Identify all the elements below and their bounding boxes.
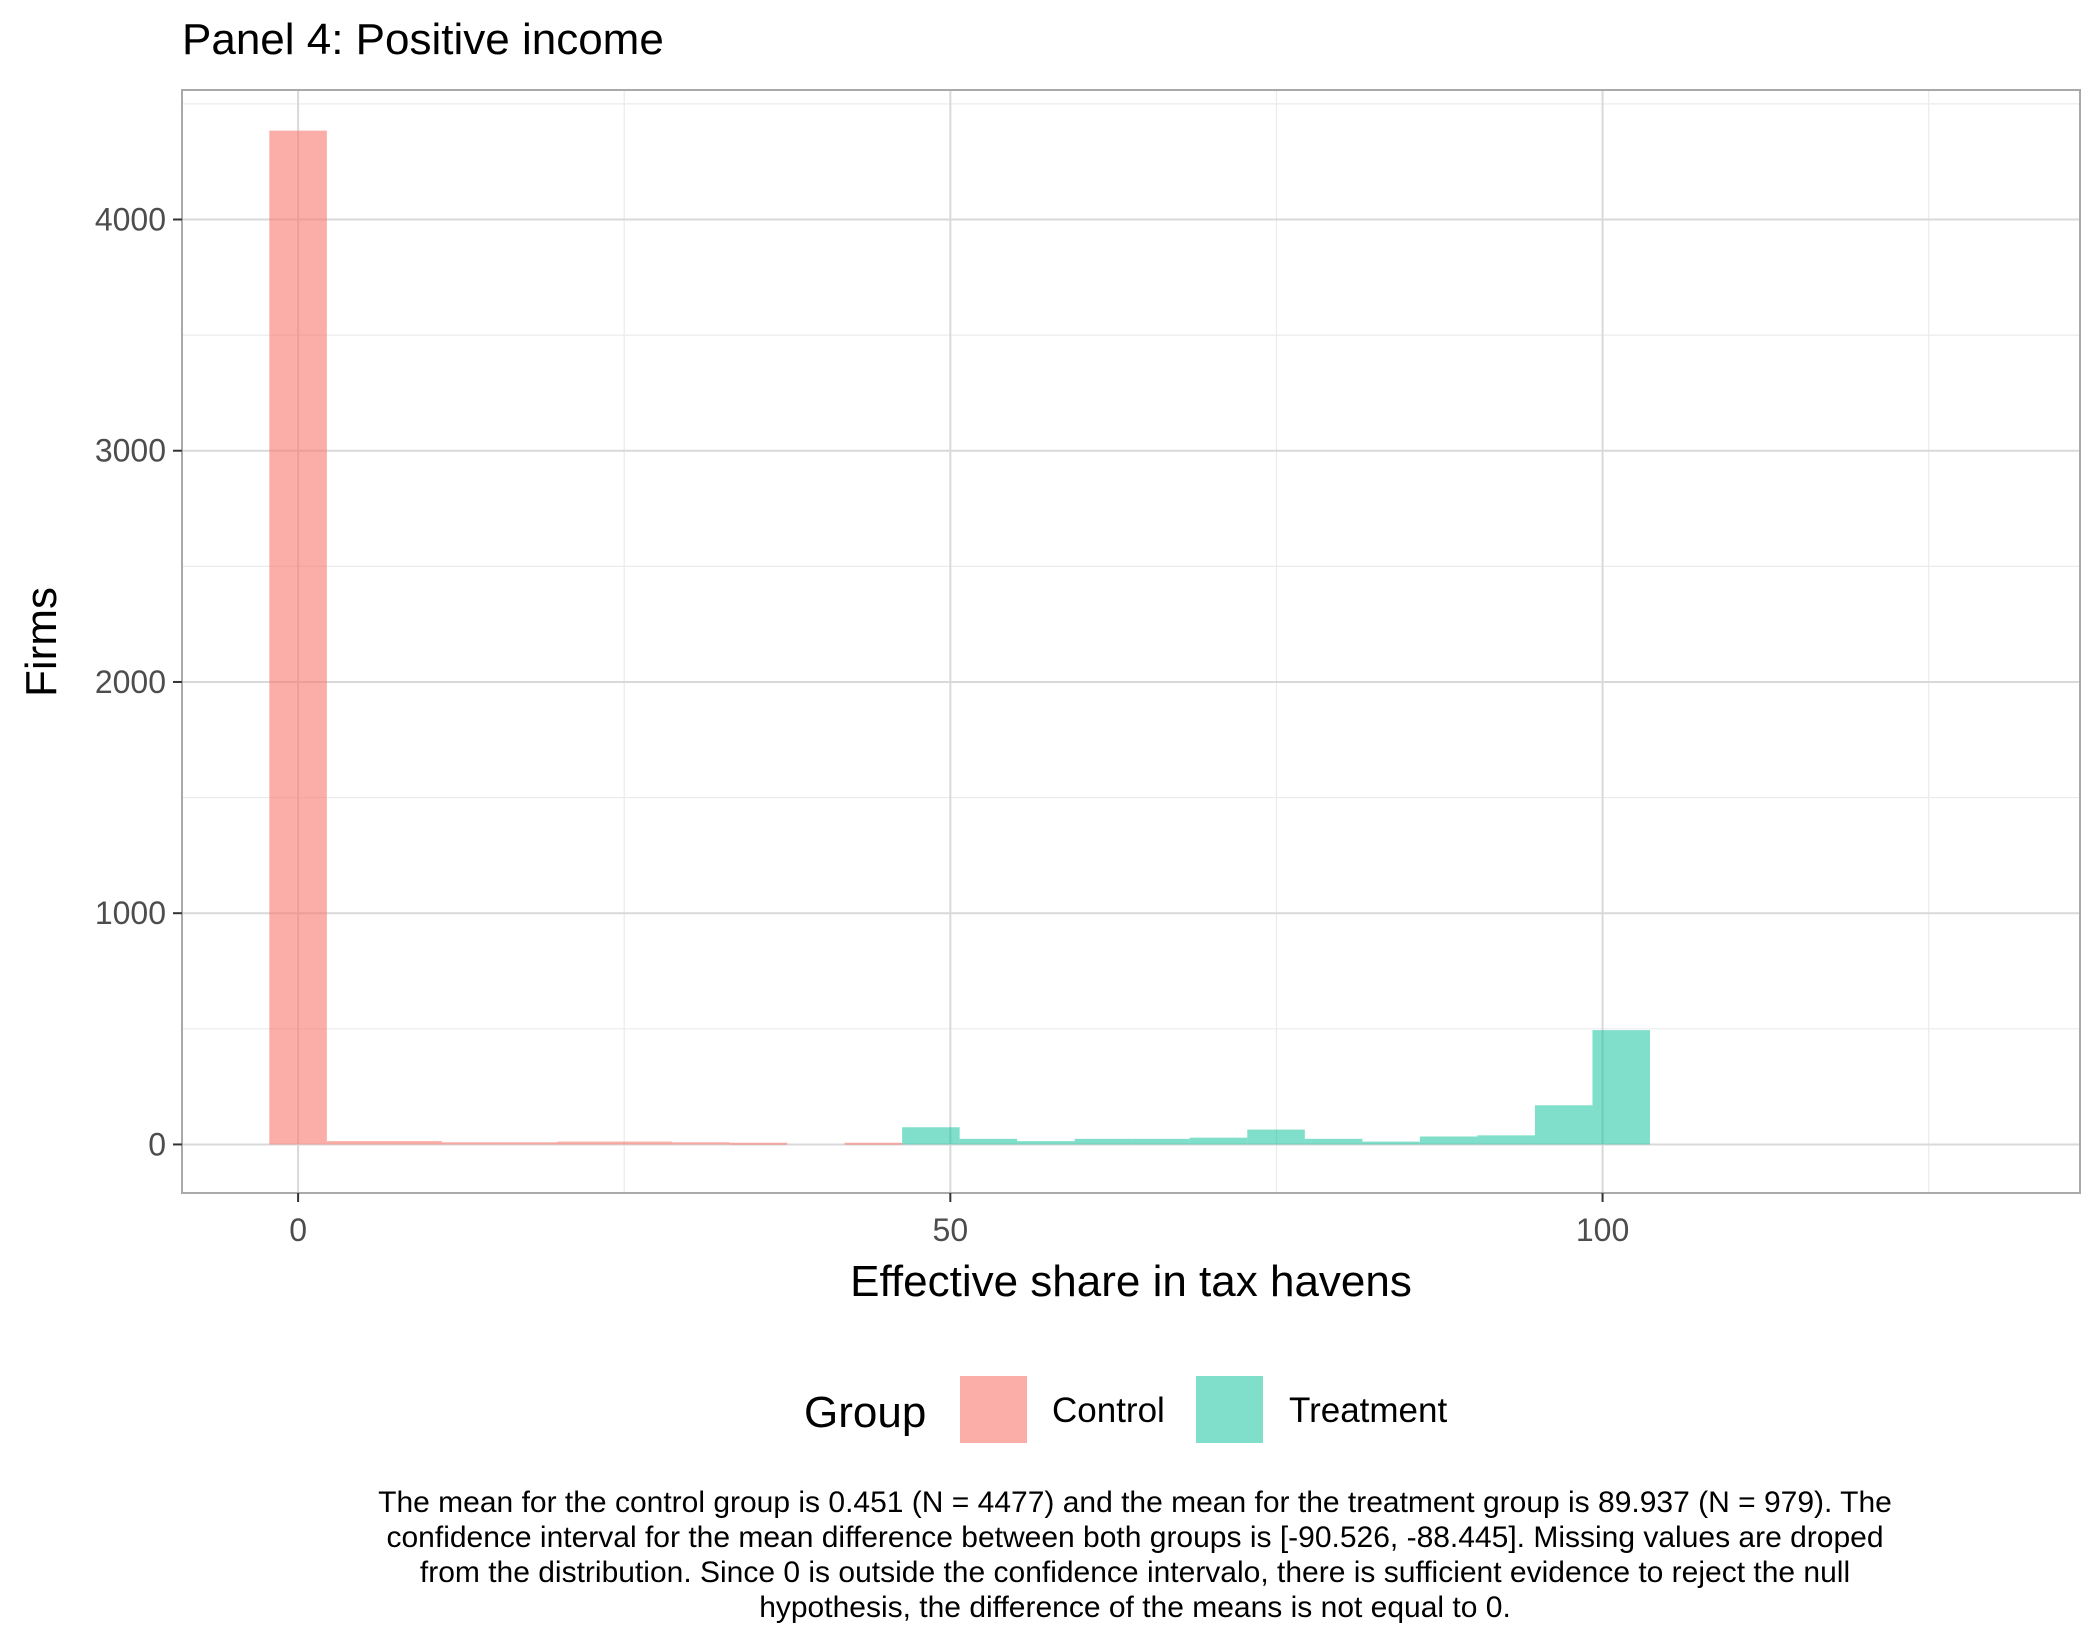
histogram-bar-treatment (1419, 1136, 1478, 1145)
y-axis-label: Firms (17, 587, 66, 697)
x-tick-label: 0 (289, 1212, 307, 1248)
plot-border (181, 89, 2081, 1194)
legend-label-treatment: Treatment (1289, 1391, 1447, 1430)
histogram-bar-treatment (1304, 1138, 1363, 1145)
y-tick-label: 3000 (95, 433, 166, 469)
legend-swatch-control (960, 1376, 1027, 1443)
x-tick-label: 50 (933, 1212, 969, 1248)
caption-line: hypothesis, the difference of the means … (759, 1591, 1511, 1624)
histogram-bar-treatment (1189, 1137, 1248, 1145)
histogram-bar-treatment (1074, 1138, 1133, 1145)
y-axis-ticks: 0 1000 2000 3000 4000 (95, 201, 182, 1162)
histogram-bar-treatment (902, 1127, 960, 1145)
histogram-bar-control (672, 1142, 730, 1145)
caption-line: confidence interval for the mean differe… (386, 1521, 1884, 1554)
histogram-bar-control (729, 1142, 788, 1145)
histogram-bar-treatment (1362, 1141, 1420, 1145)
histogram-bars (269, 130, 1650, 1145)
x-axis-label: Effective share in tax havens (850, 1257, 1412, 1306)
histogram-bar-control (441, 1142, 500, 1145)
histogram-bar-treatment (1477, 1135, 1535, 1145)
legend-title: Group (804, 1388, 926, 1437)
legend: Group Control Treatment (804, 1376, 1447, 1443)
histogram-bar-treatment (959, 1138, 1018, 1145)
histogram-bar-treatment (1017, 1141, 1075, 1145)
histogram-bar-control (844, 1142, 903, 1145)
histogram-bar-control (384, 1141, 442, 1145)
histogram-bar-control (614, 1141, 673, 1145)
histogram-bar-control (326, 1141, 385, 1145)
caption-line: from the distribution. Since 0 is outsid… (419, 1556, 1851, 1589)
histogram-bar-control (499, 1142, 557, 1145)
plot-background (182, 90, 2080, 1193)
y-tick-label: 1000 (95, 895, 166, 931)
histogram-bar-treatment (1247, 1129, 1305, 1145)
histogram-bar-control (556, 1141, 615, 1145)
histogram-bar-control (269, 130, 327, 1145)
y-tick-label: 4000 (95, 201, 166, 237)
histogram-bar-treatment (1132, 1138, 1190, 1145)
histogram-bar-treatment (1534, 1105, 1593, 1145)
x-axis-ticks: 0 50 100 (289, 1193, 1629, 1248)
chart-caption: The mean for the control group is 0.451 … (290, 1485, 1980, 1625)
caption-line: The mean for the control group is 0.451 … (378, 1486, 1892, 1519)
x-tick-label: 100 (1576, 1212, 1629, 1248)
chart-title: Panel 4: Positive income (182, 15, 664, 64)
legend-swatch-treatment (1196, 1376, 1263, 1443)
y-tick-label: 2000 (95, 664, 166, 700)
histogram-bar-treatment (1592, 1030, 1650, 1145)
legend-label-control: Control (1052, 1391, 1165, 1430)
y-tick-label: 0 (148, 1126, 166, 1162)
